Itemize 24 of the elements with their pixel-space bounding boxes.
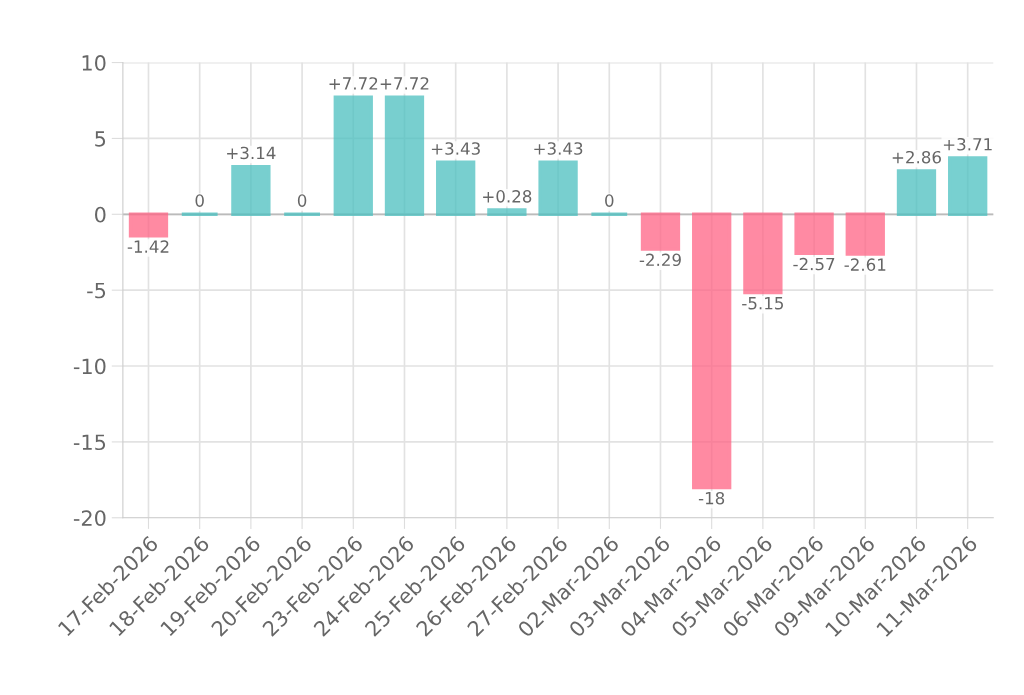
data-label: -2.29 bbox=[639, 253, 681, 267]
data-label: +3.14 bbox=[227, 146, 276, 160]
y-tick-label: 0 bbox=[95, 206, 106, 223]
data-label: +3.71 bbox=[943, 137, 992, 151]
data-label: +7.72 bbox=[329, 77, 378, 90]
y-tick-label: 10 bbox=[82, 55, 106, 71]
data-label: +3.43 bbox=[534, 142, 583, 155]
y-tick-label: -10 bbox=[73, 358, 106, 375]
data-label: +7.72 bbox=[380, 77, 429, 90]
data-label: +0.28 bbox=[483, 190, 532, 203]
data-label: -5.15 bbox=[742, 297, 783, 310]
data-label: 0 bbox=[195, 194, 204, 207]
y-tick-label: -20 bbox=[73, 510, 106, 526]
y-tick-label: 5 bbox=[95, 131, 106, 147]
data-label: -1.42 bbox=[127, 240, 169, 253]
data-label: +2.86 bbox=[892, 150, 941, 164]
data-label: 0 bbox=[297, 194, 307, 207]
data-label: -2.57 bbox=[793, 257, 835, 271]
y-tick-label: -15 bbox=[73, 434, 106, 451]
data-label: +3.43 bbox=[431, 142, 480, 155]
data-label: 0 bbox=[605, 194, 614, 207]
y-tick-label: -5 bbox=[87, 282, 106, 299]
data-label: -2.61 bbox=[844, 258, 886, 271]
data-label: -18 bbox=[698, 491, 725, 505]
